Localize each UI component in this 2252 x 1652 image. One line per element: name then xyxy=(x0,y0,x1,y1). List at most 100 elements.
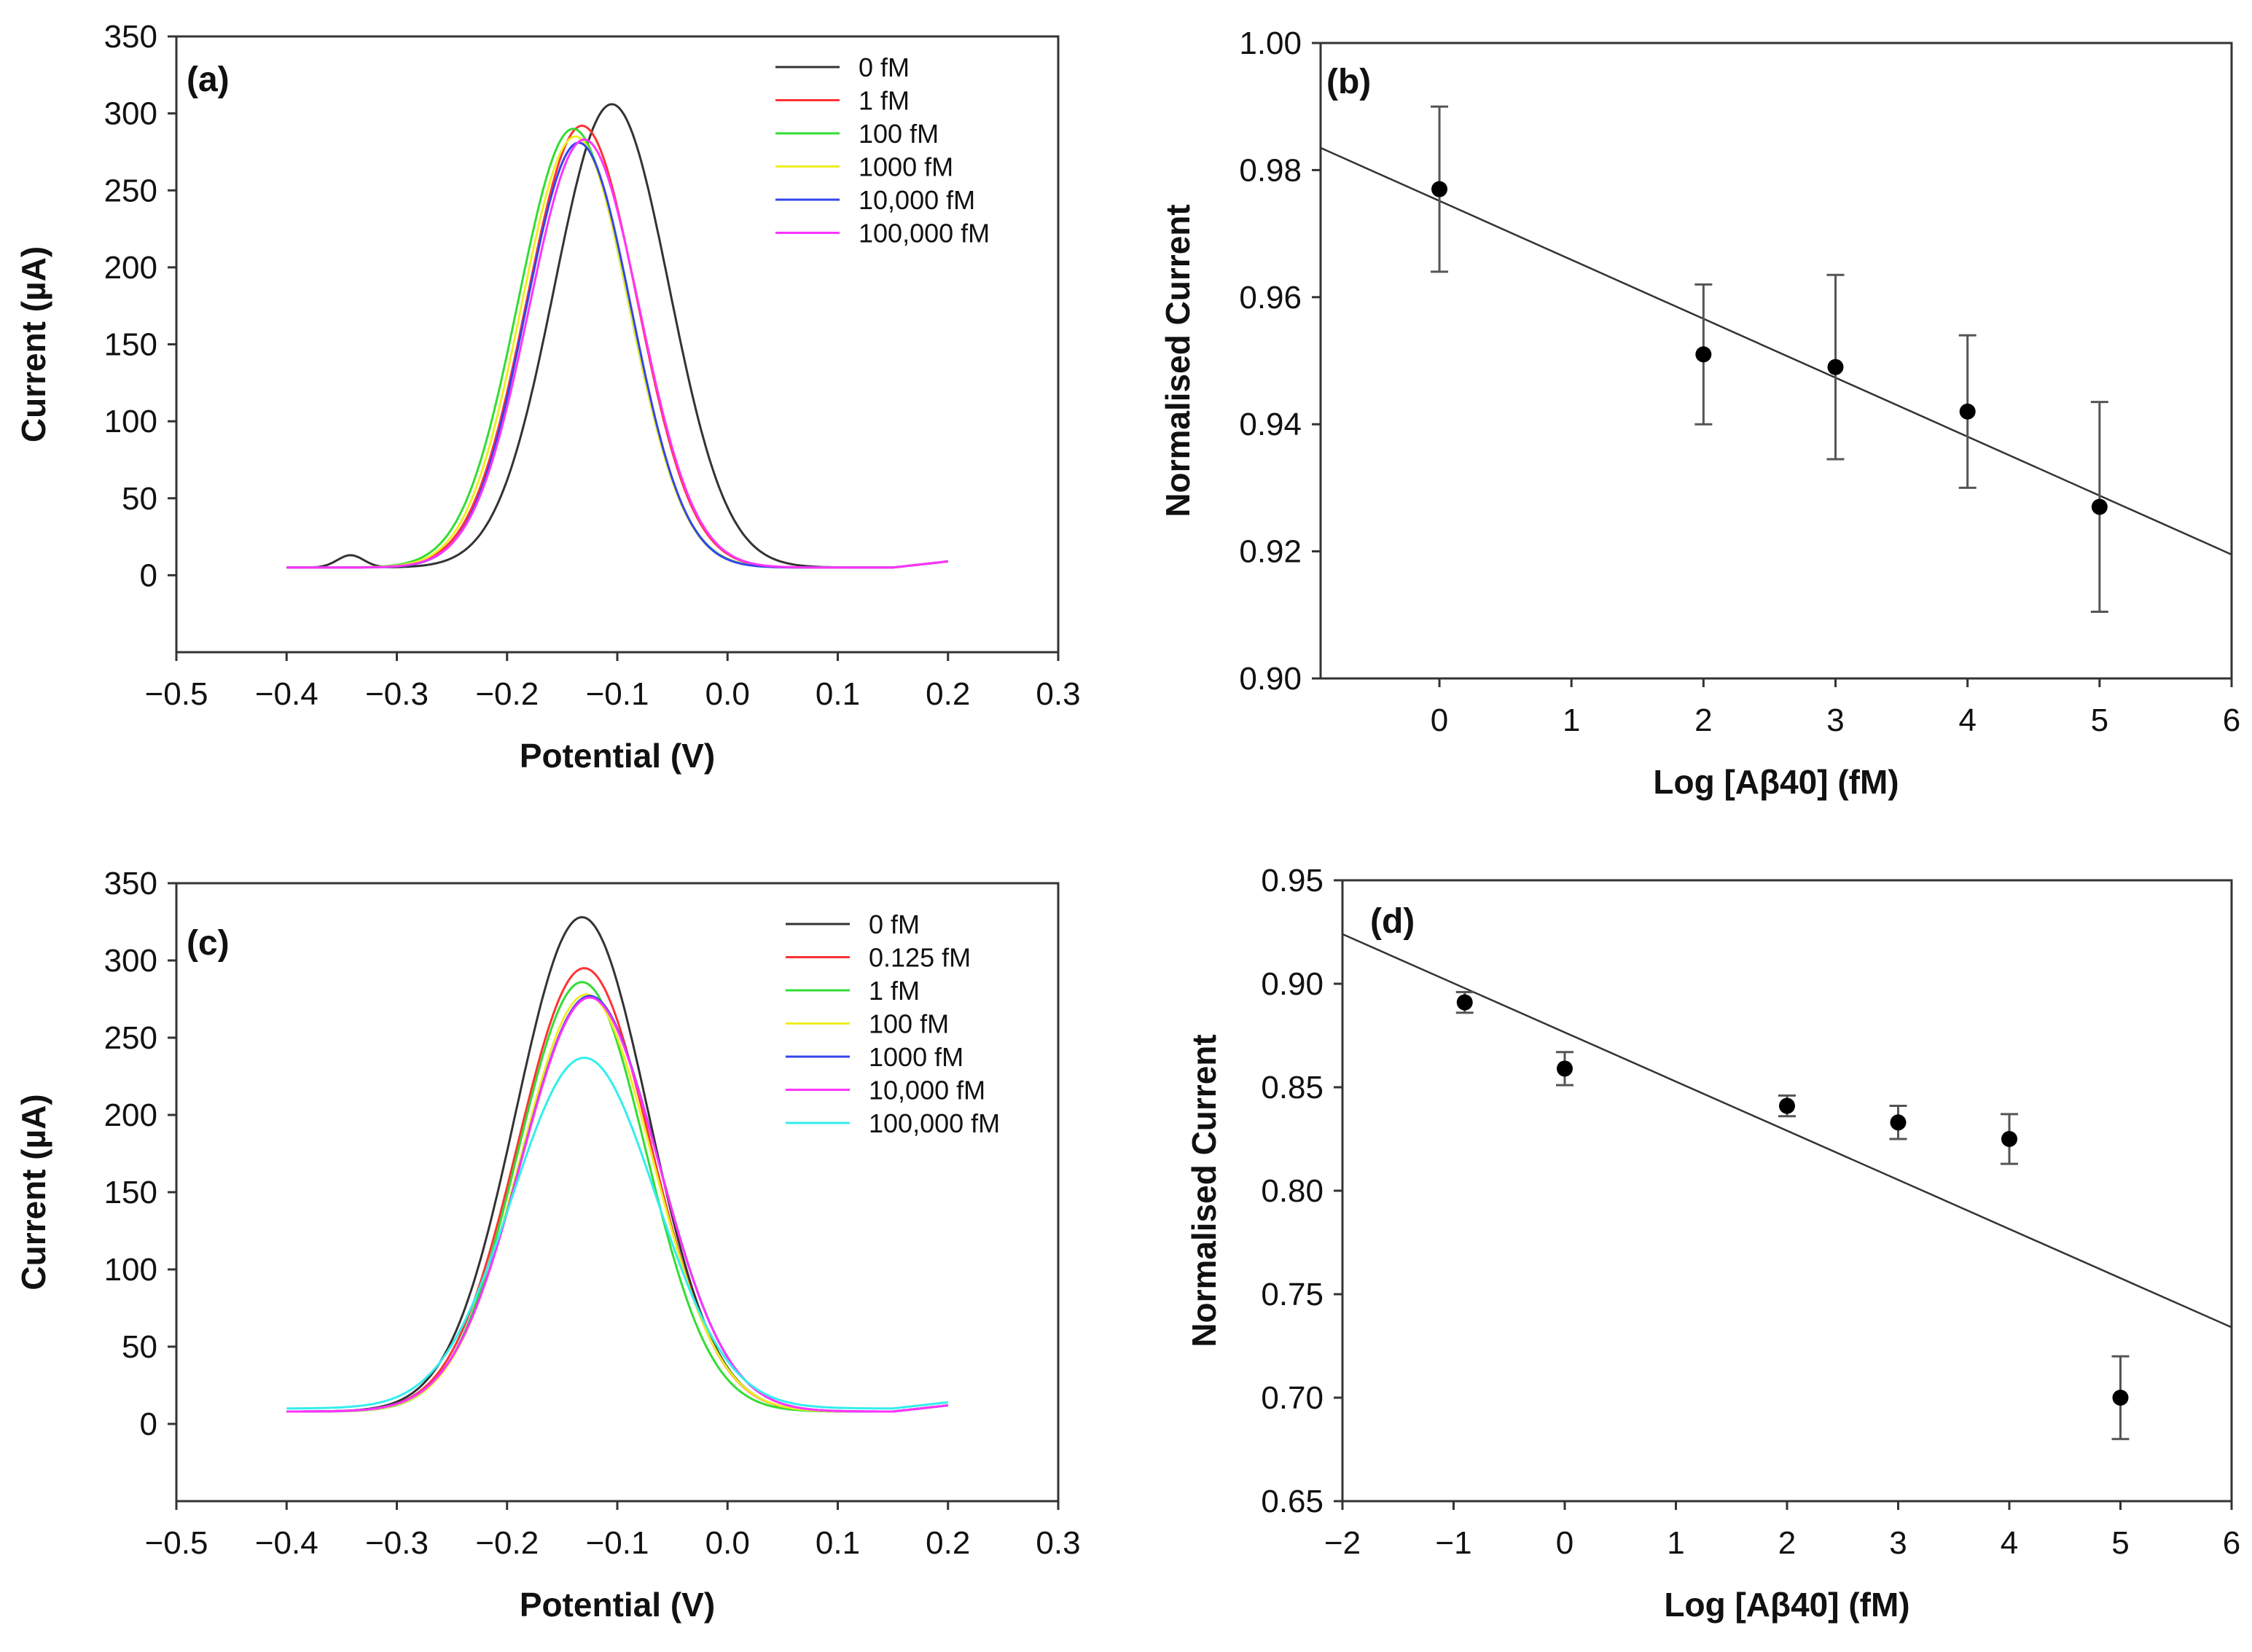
x-tick-label: 0.3 xyxy=(1036,676,1080,712)
plot-frame xyxy=(1341,879,2233,1503)
chart-panel-a: −0.5 −0.4 −0.3 −0.2 −0.1 0.0 0.1 0.2 0.3 0 50 100 15… xyxy=(15,19,1081,775)
series-line-1fM xyxy=(286,124,948,569)
y-tick-label: 200 xyxy=(104,250,157,286)
y-axis-label: Current (µA) xyxy=(15,246,52,442)
x-tick-label: 0.0 xyxy=(705,1525,750,1561)
chart-panel-c: −0.5 −0.4 −0.3 −0.2 −0.1 0.0 0.1 0.2 0.3 0 50 100 15… xyxy=(15,866,1081,1624)
x-tick-label: 2 xyxy=(1778,1525,1796,1561)
x-axis-label: Potential (V) xyxy=(520,737,715,775)
panel-label: (a) xyxy=(187,60,230,99)
y-tick-label: 0.95 xyxy=(1261,863,1324,899)
y-tick-label: 0.92 xyxy=(1239,534,1302,570)
x-axis-label: Potential (V) xyxy=(520,1586,715,1624)
y-axis-label: Current (µA) xyxy=(15,1094,52,1290)
series-line-100000fM xyxy=(286,1057,948,1410)
x-tick-label: 3 xyxy=(1826,702,1844,738)
y-tick-label: 250 xyxy=(104,173,157,208)
x-tick-label: 0.1 xyxy=(816,1525,860,1561)
y-tick-label: 0.98 xyxy=(1239,152,1302,188)
y-tick-label: 100 xyxy=(104,404,157,439)
y-tick-label: 0.70 xyxy=(1261,1380,1324,1416)
y-tick-label: 150 xyxy=(104,1175,157,1210)
data-point xyxy=(2112,1390,2129,1406)
y-tick-label: 0.90 xyxy=(1239,661,1302,697)
x-tick-label: −0.4 xyxy=(255,1525,318,1561)
y-tick-label: 350 xyxy=(104,866,157,901)
data-point xyxy=(2091,498,2108,515)
y-axis-label: Normalised Current xyxy=(1159,204,1197,517)
y-tick-label: 0.85 xyxy=(1261,1070,1324,1105)
x-tick-label: −0.2 xyxy=(475,676,539,712)
x-tick-label: 4 xyxy=(2001,1525,2018,1561)
x-tick-label: 6 xyxy=(2223,702,2240,738)
legend-label: 0 fM xyxy=(869,909,920,939)
series-line-0fM xyxy=(286,103,948,569)
data-point xyxy=(1456,994,1473,1011)
x-tick-label: 0.3 xyxy=(1036,1525,1080,1561)
y-tick-label: 250 xyxy=(104,1020,157,1056)
legend-label: 10,000 fM xyxy=(859,185,975,215)
y-tick-label: 50 xyxy=(122,1329,157,1365)
x-tick-label: −0.5 xyxy=(145,1525,208,1561)
x-tick-label: 6 xyxy=(2223,1525,2240,1561)
y-tick-label: 200 xyxy=(104,1097,157,1133)
legend-label: 100 fM xyxy=(859,119,939,149)
fit-line xyxy=(1320,146,2232,556)
x-tick-label: 4 xyxy=(1958,702,1976,738)
x-tick-label: 0.1 xyxy=(816,676,860,712)
legend-label: 1000 fM xyxy=(859,152,953,182)
y-tick-label: 150 xyxy=(104,327,157,363)
y-tick-label: 0.80 xyxy=(1261,1173,1324,1209)
y-tick-label: 350 xyxy=(104,19,157,55)
y-tick-label: 0.94 xyxy=(1239,407,1302,442)
legend-label: 100 fM xyxy=(869,1009,949,1039)
x-tick-label: 5 xyxy=(2111,1525,2129,1561)
legend-label: 1000 fM xyxy=(869,1042,963,1072)
plot-frame xyxy=(1319,42,2233,680)
x-tick-label: 2 xyxy=(1694,702,1712,738)
y-tick-label: 0 xyxy=(140,557,157,593)
data-point xyxy=(1557,1060,1573,1077)
data-point xyxy=(1890,1114,1907,1131)
x-tick-label: 0.2 xyxy=(926,676,970,712)
x-tick-label: 1 xyxy=(1563,702,1580,738)
legend-label: 1 fM xyxy=(869,976,920,1006)
y-tick-label: 100 xyxy=(104,1252,157,1288)
panel-label: (b) xyxy=(1326,63,1371,101)
data-point xyxy=(2001,1131,2017,1147)
data-point xyxy=(1827,359,1844,375)
legend-label: 10,000 fM xyxy=(869,1076,985,1105)
x-tick-label: 3 xyxy=(1889,1525,1907,1561)
x-tick-label: −0.4 xyxy=(255,676,318,712)
x-tick-label: −0.1 xyxy=(586,1525,649,1561)
fit-line xyxy=(1342,933,2232,1328)
x-tick-label: 0.0 xyxy=(705,676,750,712)
data-point xyxy=(1695,346,1712,363)
y-tick-label: 1.00 xyxy=(1239,26,1302,61)
y-tick-label: 0.65 xyxy=(1261,1484,1324,1519)
x-tick-label: 0 xyxy=(1556,1525,1573,1561)
legend-label: 1 fM xyxy=(859,86,910,116)
x-tick-label: 0.2 xyxy=(926,1525,970,1561)
legend-label: 0 fM xyxy=(859,52,910,82)
data-point xyxy=(1959,403,1976,420)
legend-label: 100,000 fM xyxy=(859,219,990,248)
y-tick-label: 0 xyxy=(140,1406,157,1442)
chart-panel-d: −2 −1 0 1 2 3 4 5 6 0.65 0.70 0.75 0.80 0.85 0.90 0.95 L… xyxy=(1185,863,2240,1624)
series-line-100fM xyxy=(286,128,948,569)
data-point xyxy=(1431,181,1448,197)
y-tick-label: 50 xyxy=(122,481,157,517)
y-axis-label: Normalised Current xyxy=(1185,1034,1223,1347)
y-tick-label: 0.75 xyxy=(1261,1277,1324,1312)
chart-panel-b: 0 1 2 3 4 5 6 0.90 0.92 0.94 0.96 0.98 1.00 Log [Aβ40… xyxy=(1159,26,2240,801)
series-line-1000fM xyxy=(286,995,948,1413)
x-tick-label: −2 xyxy=(1324,1525,1361,1561)
x-tick-label: −1 xyxy=(1435,1525,1471,1561)
x-tick-label: −0.3 xyxy=(365,1525,429,1561)
x-tick-label: −0.3 xyxy=(365,676,429,712)
x-tick-label: 1 xyxy=(1667,1525,1684,1561)
series-line-1fM xyxy=(286,981,948,1413)
y-tick-label: 0.96 xyxy=(1239,280,1302,316)
y-tick-label: 300 xyxy=(104,943,157,979)
